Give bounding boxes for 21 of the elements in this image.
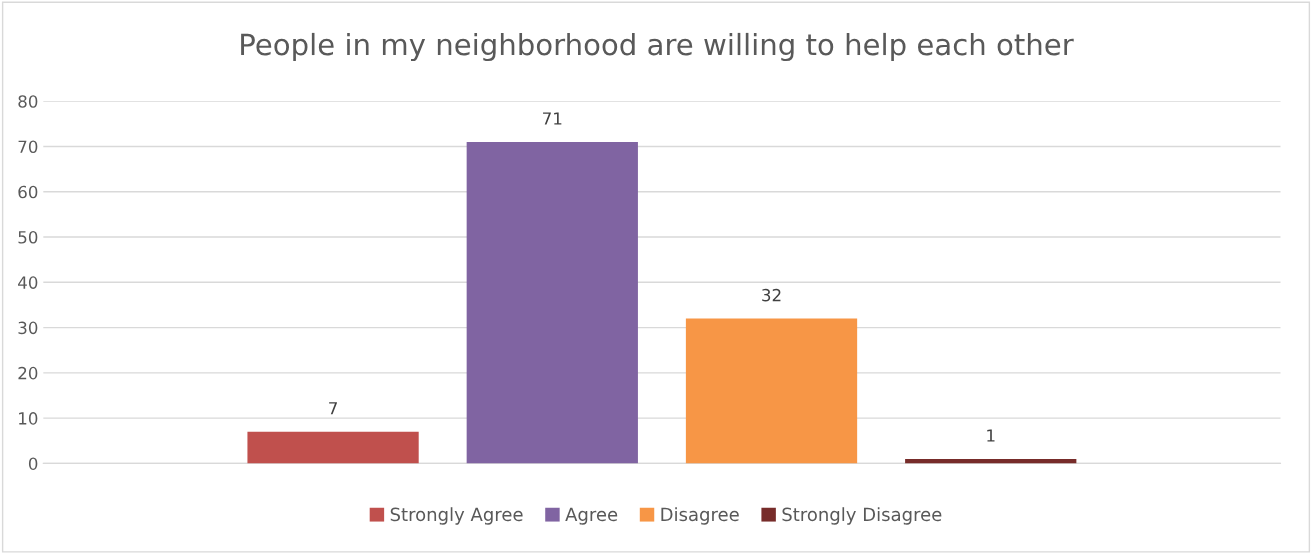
- y-tick-label: 30: [18, 321, 38, 335]
- y-tick-label: 80: [18, 95, 38, 108]
- bar: [466, 141, 638, 464]
- data-label: 32: [762, 288, 781, 302]
- legend-label: Strongly Disagree: [782, 507, 942, 525]
- data-label: 7: [329, 402, 337, 415]
- y-tick-label: 40: [18, 276, 38, 289]
- legend-label: Agree: [565, 507, 618, 525]
- y-tick-label: 20: [18, 366, 38, 380]
- y-tick-label: 70: [18, 140, 38, 154]
- bar: [247, 431, 419, 464]
- y-tick-label: 60: [18, 185, 38, 199]
- data-label: 1: [987, 429, 995, 442]
- bar: [685, 318, 858, 464]
- y-tick-label: 50: [18, 230, 38, 244]
- legend-label: Disagree: [661, 507, 739, 525]
- legend-label: Strongly Agree: [390, 507, 523, 525]
- y-tick-label: 0: [28, 457, 38, 470]
- data-label: 71: [543, 112, 562, 125]
- chart-title: People in my neighborhood are willing to help each other: [241, 32, 1074, 62]
- y-tick-label: 10: [19, 412, 38, 425]
